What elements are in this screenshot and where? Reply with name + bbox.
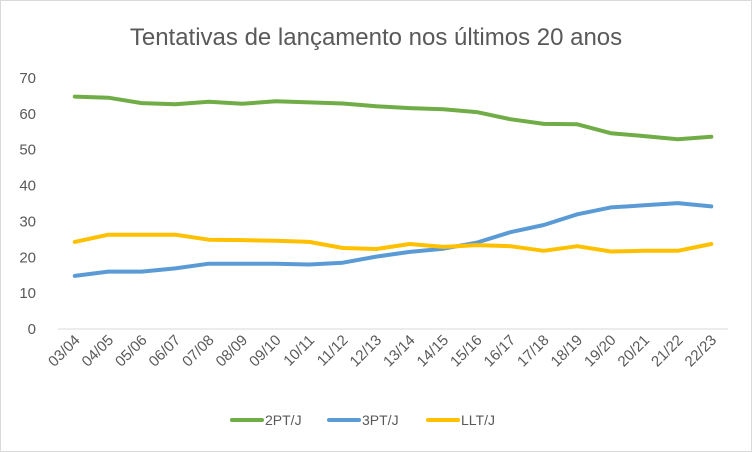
x-tick-label: 17/18	[514, 332, 553, 371]
y-tick-label: 10	[19, 285, 36, 302]
x-tick-label: 14/15	[414, 332, 453, 371]
x-tick-label: 06/07	[146, 332, 185, 371]
series-line-llt-j	[72, 232, 714, 254]
x-tick-label: 22/23	[682, 332, 721, 371]
y-axis: 0 10 20 30 40 50 60 70	[19, 70, 36, 338]
legend-label: 3PT/J	[362, 412, 399, 428]
series-line-2pt-j	[72, 94, 714, 142]
x-tick-label: 11/12	[314, 332, 352, 370]
x-tick-label: 19/20	[581, 332, 620, 371]
y-tick-label: 70	[19, 70, 36, 87]
y-tick-label: 40	[19, 178, 36, 195]
x-tick-label: 18/19	[548, 332, 587, 371]
y-tick-label: 50	[19, 142, 36, 159]
x-tick-label: 09/10	[246, 332, 285, 371]
x-tick-label: 08/09	[213, 332, 252, 371]
y-tick-label: 0	[28, 321, 36, 338]
x-tick-label: 12/13	[347, 332, 386, 371]
x-tick-label: 21/22	[648, 332, 687, 371]
legend: 2PT/J 3PT/J LLT/J	[230, 412, 495, 428]
x-tick-label: 16/17	[481, 332, 520, 371]
y-tick-label: 20	[19, 249, 36, 266]
y-tick-label: 60	[19, 106, 36, 123]
x-tick-label: 07/08	[179, 332, 218, 371]
x-axis: 03/0404/0505/0606/0707/0808/0909/1010/11…	[45, 328, 728, 371]
x-tick-label: 10/11	[280, 332, 318, 370]
chart-title: Tentativas de lançamento nos últimos 20 …	[130, 24, 622, 51]
x-tick-label: 04/05	[79, 332, 118, 371]
x-tick-label: 03/04	[45, 332, 84, 371]
legend-label: LLT/J	[461, 412, 495, 428]
series-layer	[72, 94, 714, 278]
x-tick-label: 15/16	[447, 332, 486, 371]
y-tick-label: 30	[19, 213, 36, 230]
legend-item: 3PT/J	[327, 412, 399, 428]
legend-item: LLT/J	[426, 412, 495, 428]
legend-label: 2PT/J	[265, 412, 302, 428]
x-tick-label: 13/14	[380, 332, 419, 371]
x-tick-label: 05/06	[112, 332, 151, 371]
legend-item: 2PT/J	[230, 412, 302, 428]
series-line-3pt-j	[72, 201, 714, 278]
x-tick-label: 20/21	[615, 332, 654, 371]
